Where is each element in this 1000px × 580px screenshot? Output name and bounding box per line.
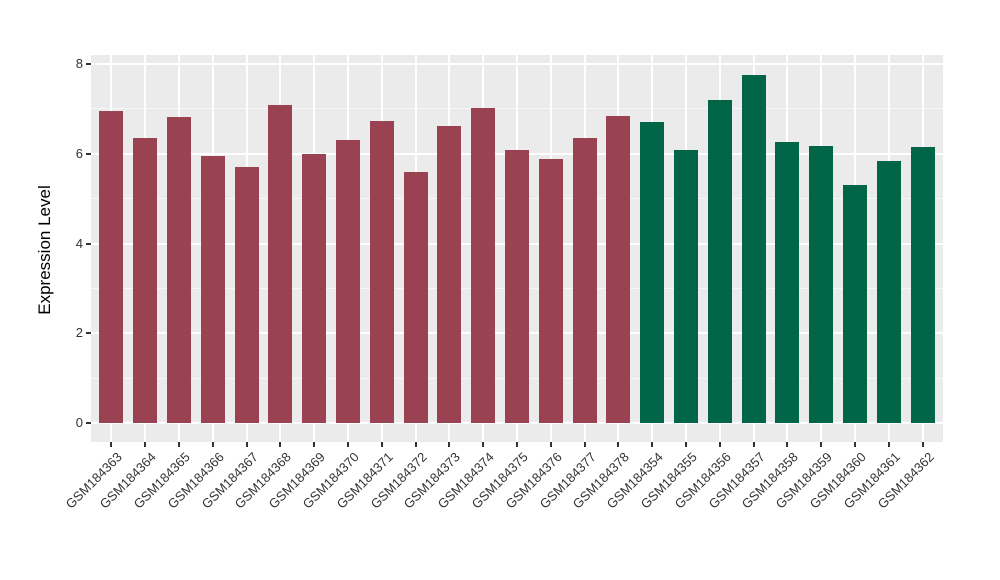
bar-GSM184373 (437, 126, 461, 424)
bar-GSM184356 (708, 99, 732, 424)
y-tick-label-2: 2 (75, 325, 83, 341)
bar-GSM184370 (336, 140, 360, 424)
bar-GSM184359 (809, 146, 833, 424)
x-tick-mark-GSM184360 (854, 442, 857, 447)
bar-GSM184358 (775, 141, 799, 424)
y-tick-label-8: 8 (75, 55, 83, 71)
bar-GSM184368 (268, 104, 292, 424)
y-tick-mark-8 (86, 62, 91, 65)
x-tick-mark-GSM184368 (279, 442, 282, 447)
bar-GSM184375 (505, 149, 529, 424)
x-tick-mark-GSM184375 (516, 442, 518, 447)
x-tick-mark-GSM184364 (144, 442, 147, 447)
bar-GSM184369 (302, 153, 326, 424)
bar-GSM184361 (877, 160, 901, 424)
y-tick-mark-4 (86, 242, 91, 245)
x-tick-mark-GSM184367 (245, 442, 248, 447)
y-tick-label-4: 4 (75, 235, 83, 251)
x-tick-mark-GSM184363 (110, 442, 113, 447)
bar-GSM184365 (167, 117, 191, 424)
y-tick-label-6: 6 (75, 145, 83, 161)
x-tick-mark-GSM184372 (414, 442, 417, 447)
x-tick-mark-GSM184356 (718, 442, 721, 447)
x-tick-mark-GSM184376 (549, 442, 552, 447)
bar-GSM184377 (573, 138, 597, 424)
bar-GSM184376 (539, 158, 563, 424)
x-tick-mark-GSM184355 (685, 442, 688, 447)
bar-GSM184357 (742, 74, 766, 424)
x-tick-mark-GSM184370 (346, 442, 349, 447)
bar-GSM184366 (201, 155, 225, 424)
x-tick-mark-GSM184371 (380, 442, 383, 447)
x-tick-mark-GSM184377 (583, 442, 586, 447)
x-tick-mark-GSM184365 (177, 442, 180, 447)
y-tick-label-0: 0 (75, 415, 83, 431)
y-tick-mark-2 (86, 332, 91, 335)
x-tick-mark-GSM184358 (786, 442, 789, 447)
y-tick-mark-0 (86, 422, 91, 425)
x-tick-mark-GSM184362 (921, 442, 924, 447)
bar-GSM184374 (471, 108, 495, 424)
bar-GSM184362 (911, 147, 935, 424)
x-tick-mark-GSM184361 (887, 442, 890, 447)
bar-GSM184360 (843, 184, 867, 424)
plot-panel (91, 55, 943, 442)
bar-GSM184363 (99, 111, 123, 424)
x-tick-mark-GSM184369 (313, 442, 316, 447)
x-tick-mark-GSM184378 (617, 442, 620, 447)
x-tick-mark-GSM184357 (752, 442, 755, 447)
y-tick-mark-6 (86, 152, 91, 155)
bar-GSM184367 (235, 167, 259, 424)
bar-GSM184372 (404, 171, 428, 424)
x-tick-mark-GSM184359 (820, 442, 823, 447)
bar-GSM184371 (370, 121, 394, 424)
bar-GSM184355 (674, 149, 698, 424)
bar-GSM184354 (640, 122, 664, 424)
bar-GSM184378 (606, 115, 630, 424)
x-tick-mark-GSM184373 (448, 442, 451, 447)
x-tick-mark-GSM184366 (211, 442, 214, 447)
bar-GSM184364 (133, 137, 157, 424)
x-tick-mark-GSM184354 (651, 442, 654, 447)
x-tick-mark-GSM184374 (482, 442, 485, 447)
